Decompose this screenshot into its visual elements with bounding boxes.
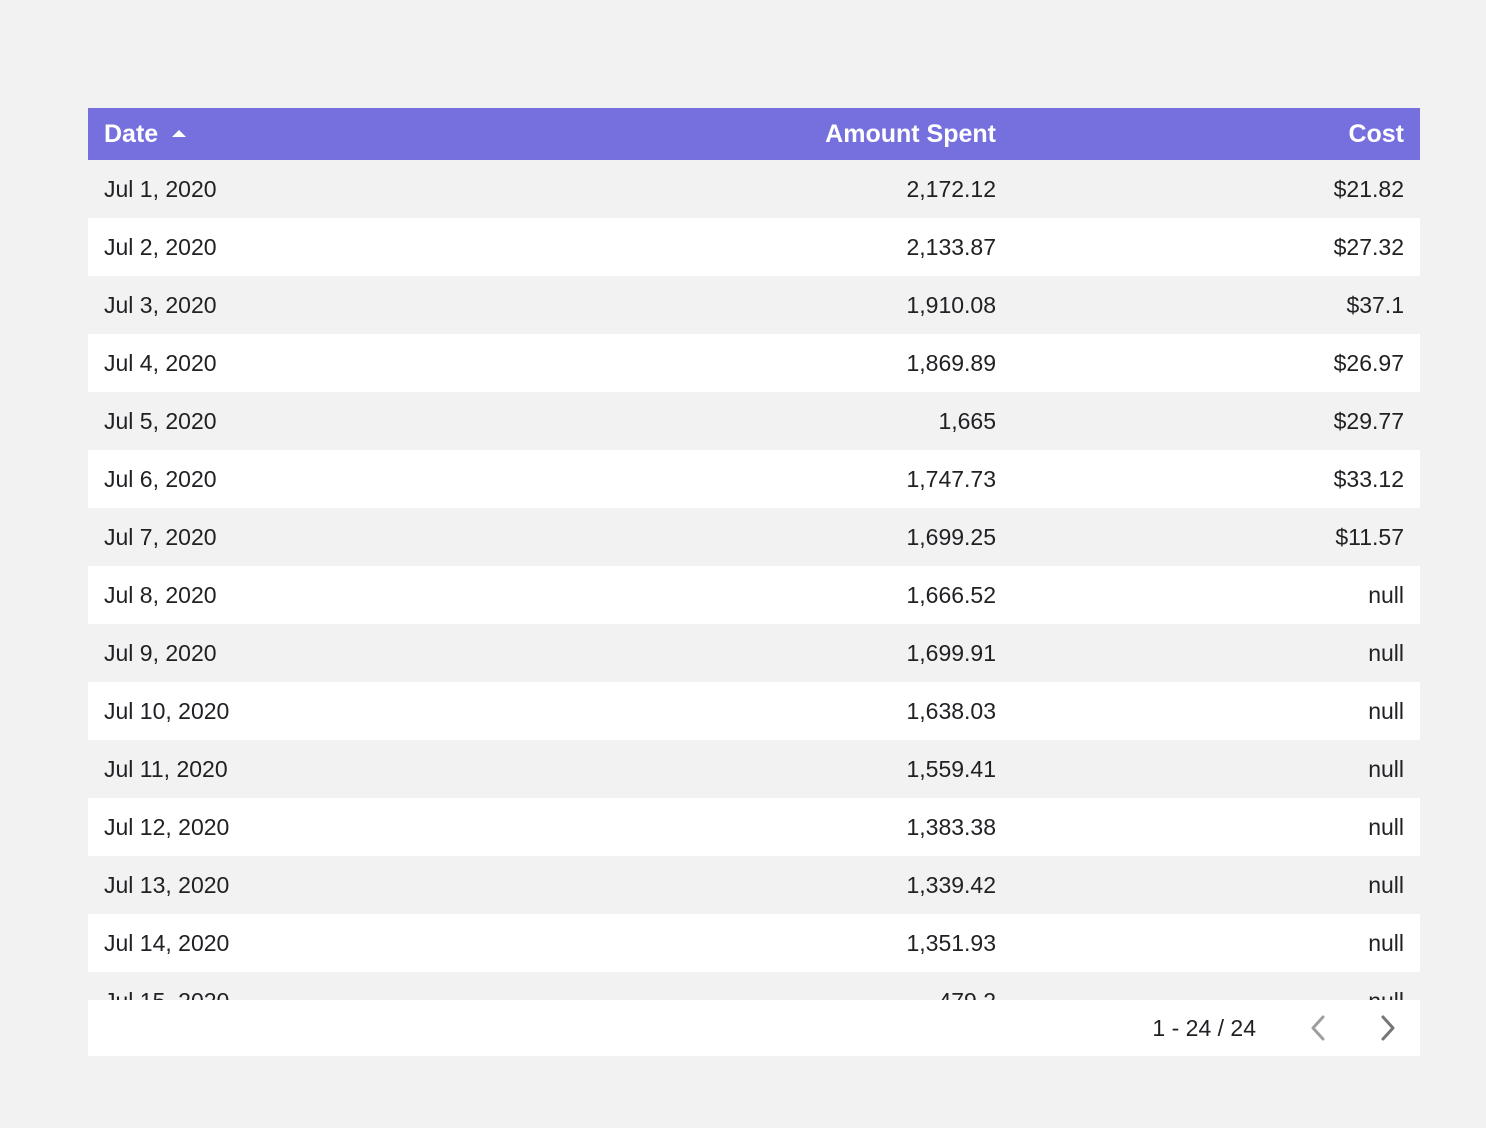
table-row[interactable]: Jul 6, 2020 1,747.73 $33.12 [88, 450, 1420, 508]
cell-amount-spent: 2,133.87 [906, 233, 996, 260]
cell-cost: null [1368, 639, 1404, 666]
column-header-date-label: Date [104, 119, 159, 148]
cell-cost: null [1368, 871, 1404, 898]
cell-date: Jul 4, 2020 [104, 349, 217, 376]
cell-cost: null [1368, 929, 1404, 956]
cell-amount-spent: 1,869.89 [906, 349, 996, 376]
cell-amount-spent: 1,699.91 [906, 639, 996, 666]
cell-cost: $21.82 [1333, 175, 1404, 202]
table-body[interactable]: Jul 1, 2020 2,172.12 $21.82 Jul 2, 2020 2,13… [88, 160, 1420, 1000]
cell-date: Jul 7, 2020 [104, 523, 217, 550]
table-row[interactable]: Jul 4, 2020 1,869.89 $26.97 [88, 334, 1420, 392]
cell-date: Jul 12, 2020 [104, 813, 230, 840]
column-header-amount-label: Amount Spent [825, 119, 996, 148]
table-row[interactable]: Jul 3, 2020 1,910.08 $37.1 [88, 276, 1420, 334]
cell-amount-spent: 1,351.93 [906, 929, 996, 956]
cell-cost: null [1368, 581, 1404, 608]
cell-date: Jul 1, 2020 [104, 175, 217, 202]
cell-cost: null [1368, 755, 1404, 782]
cell-cost: $33.12 [1333, 465, 1404, 492]
cell-cost: $11.57 [1335, 523, 1404, 550]
sort-ascending-icon [172, 129, 187, 137]
cell-date: Jul 14, 2020 [104, 929, 230, 956]
table-row[interactable]: Jul 13, 2020 1,339.42 null [88, 856, 1420, 914]
cell-date: Jul 9, 2020 [104, 639, 217, 666]
table-header: Date Amount Spent Cost [88, 108, 1420, 160]
column-header-cost[interactable]: Cost [996, 120, 1420, 149]
table-row[interactable]: Jul 8, 2020 1,666.52 null [88, 566, 1420, 624]
cell-cost: null [1368, 813, 1404, 840]
table-row[interactable]: Jul 9, 2020 1,699.91 null [88, 624, 1420, 682]
table-row[interactable]: Jul 12, 2020 1,383.38 null [88, 798, 1420, 856]
table-row[interactable]: Jul 7, 2020 1,699.25 $11.57 [88, 508, 1420, 566]
cell-cost: null [996, 988, 1420, 1001]
table-row[interactable]: Jul 10, 2020 1,638.03 null [88, 682, 1420, 740]
cell-cost: null [1368, 697, 1404, 724]
cell-amount-spent: 1,339.42 [906, 871, 996, 898]
cell-amount-spent: 1,910.08 [906, 291, 996, 318]
data-table: Date Amount Spent Cost Jul 1, 2020 2,172.… [88, 108, 1420, 1056]
cell-date: Jul 10, 2020 [104, 697, 230, 724]
cell-date: Jul 15, 2020 [88, 988, 588, 1001]
cell-date: Jul 11, 2020 [104, 755, 228, 782]
cell-cost: $26.97 [1333, 349, 1404, 376]
table-row[interactable]: Jul 14, 2020 1,351.93 null [88, 914, 1420, 972]
cell-date: Jul 13, 2020 [104, 871, 230, 898]
table-row[interactable]: Jul 11, 2020 1,559.41 null [88, 740, 1420, 798]
cell-cost: $27.32 [1333, 233, 1404, 260]
previous-page-button[interactable] [1300, 1010, 1336, 1046]
cell-amount-spent: 1,665 [938, 407, 996, 434]
cell-cost: $29.77 [1333, 407, 1404, 434]
next-page-button[interactable] [1370, 1010, 1406, 1046]
cell-amount-spent: 479.2 [588, 988, 996, 1001]
table-row[interactable]: Jul 5, 2020 1,665 $29.77 [88, 392, 1420, 450]
cell-amount-spent: 1,666.52 [906, 581, 996, 608]
cell-date: Jul 2, 2020 [104, 233, 217, 260]
cell-date: Jul 8, 2020 [104, 581, 217, 608]
cell-amount-spent: 1,747.73 [906, 465, 996, 492]
table-row[interactable]: Jul 1, 2020 2,172.12 $21.82 [88, 160, 1420, 218]
cell-amount-spent: 1,383.38 [906, 813, 996, 840]
cell-amount-spent: 1,559.41 [906, 755, 996, 782]
table-row[interactable]: Jul 2, 2020 2,133.87 $27.32 [88, 218, 1420, 276]
cell-amount-spent: 1,638.03 [906, 697, 996, 724]
cell-date: Jul 5, 2020 [104, 407, 217, 434]
table-footer: 1 - 24 / 24 [88, 1000, 1420, 1056]
chevron-left-icon [1311, 1015, 1325, 1041]
cell-date: Jul 6, 2020 [104, 465, 217, 492]
cell-date: Jul 3, 2020 [104, 291, 217, 318]
cell-amount-spent: 1,699.25 [906, 523, 996, 550]
column-header-date[interactable]: Date [88, 120, 588, 149]
column-header-amount-spent[interactable]: Amount Spent [588, 120, 996, 149]
cell-amount-spent: 2,172.12 [906, 175, 996, 202]
column-header-cost-label: Cost [1348, 119, 1404, 148]
cell-cost: $37.1 [1346, 291, 1404, 318]
chevron-right-icon [1381, 1015, 1395, 1041]
pagination-label: 1 - 24 / 24 [1152, 1014, 1256, 1041]
